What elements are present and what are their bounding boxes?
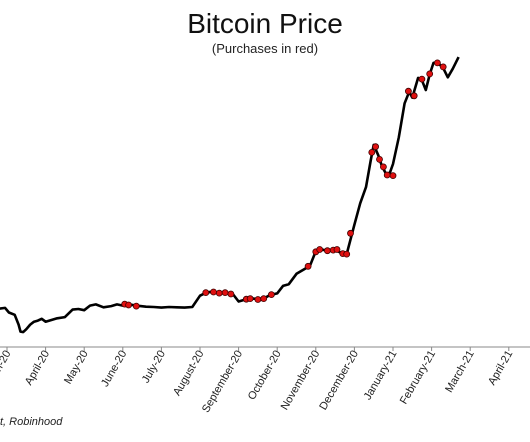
x-tick-label: July-20 <box>140 349 168 386</box>
x-tick-label: June-20 <box>99 349 129 389</box>
x-tick-labels: March-20 April-20 May-20 June-20 July-20 Augu… <box>0 349 515 415</box>
x-tick-label: February-21 <box>398 349 438 407</box>
x-tick-label: May-20 <box>62 349 91 387</box>
purchase-point <box>267 291 275 299</box>
purchase-point <box>439 63 447 71</box>
purchase-point <box>418 75 426 83</box>
x-tick-label: August-20 <box>171 349 206 398</box>
purchase-point <box>333 246 341 253</box>
x-tick-label: December-20 <box>317 349 361 413</box>
purchase-points-layer <box>121 59 447 310</box>
x-tick-label: April-21 <box>486 349 515 388</box>
purchase-point <box>260 295 268 303</box>
purchase-point <box>227 290 235 298</box>
purchase-point <box>404 87 412 95</box>
chart-subtitle: (Purchases in red) <box>211 41 319 56</box>
purchase-point <box>323 247 331 255</box>
chart-title: Bitcoin Price <box>187 8 343 39</box>
purchase-point <box>202 289 210 297</box>
purchase-point <box>221 289 229 297</box>
x-tick-label: November-20 <box>279 349 323 413</box>
x-axis <box>0 346 530 351</box>
purchase-point <box>379 163 387 171</box>
purchase-point <box>410 92 418 100</box>
price-line-layer <box>0 56 460 334</box>
purchase-point <box>254 296 262 303</box>
purchase-point <box>426 70 434 78</box>
purchase-point <box>383 171 391 179</box>
x-tick-label: March-21 <box>443 349 477 395</box>
purchase-point <box>368 148 376 156</box>
x-tick-label: April-20 <box>23 349 52 388</box>
purchase-point <box>246 295 254 303</box>
x-tick-label: March-20 <box>0 349 14 395</box>
purchase-point <box>132 302 140 310</box>
source-note: t, Robinhood <box>0 416 63 428</box>
purchase-point <box>343 250 351 258</box>
purchase-point <box>347 229 354 237</box>
purchase-point <box>433 59 441 67</box>
purchase-point <box>215 289 223 297</box>
purchase-point <box>316 246 324 253</box>
purchase-point <box>304 262 312 270</box>
x-tick-label: September-20 <box>200 349 245 415</box>
purchase-point <box>376 155 383 163</box>
purchase-point <box>389 172 397 180</box>
purchase-point <box>125 301 133 309</box>
purchase-point <box>372 143 380 151</box>
x-tick-label: October-20 <box>246 349 284 403</box>
x-tick-label: January-21 <box>362 349 400 403</box>
price-line <box>0 56 460 334</box>
purchase-point <box>210 288 217 296</box>
